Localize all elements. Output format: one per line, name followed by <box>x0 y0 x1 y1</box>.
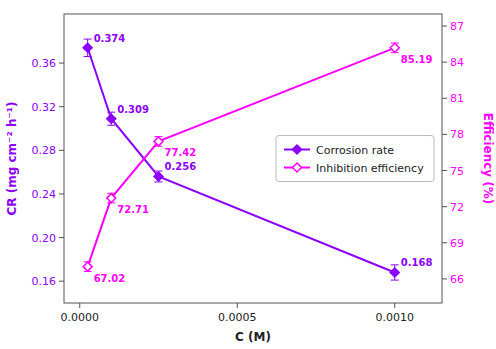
y-tick <box>59 193 64 194</box>
x-axis: 0.0000 0.0005 0.0010 C (M) <box>61 303 415 344</box>
y2-tick-label: 69 <box>450 237 464 250</box>
point <box>107 194 116 203</box>
y-tick <box>59 106 64 107</box>
y-axis: 0.16 0.20 0.24 0.28 0.32 0.36 CR (mg cm⁻² h⁻¹) <box>5 57 64 288</box>
y-tick <box>59 281 64 282</box>
y2-tick-label: 87 <box>450 20 464 33</box>
data-label: 72.71 <box>117 204 149 215</box>
x-tick-label: 0.0010 <box>376 311 415 324</box>
error-bar-cap <box>107 125 115 126</box>
legend-entry: Corrosion rate <box>316 144 394 157</box>
error-bar-cap <box>107 112 115 113</box>
y2-tick-label: 81 <box>450 92 464 105</box>
point <box>154 172 163 181</box>
x-tick <box>237 303 238 308</box>
x-tick <box>79 303 80 308</box>
error-bar-cap <box>84 39 92 40</box>
data-label: 77.42 <box>165 147 197 158</box>
error-bar <box>155 171 163 182</box>
data-label: 0.168 <box>401 257 433 268</box>
data-label: 0.256 <box>165 161 197 172</box>
background <box>0 0 496 349</box>
y2-tick-label: 78 <box>450 128 464 141</box>
point <box>107 114 116 123</box>
y2-tick-label: 72 <box>450 201 464 214</box>
error-bar <box>84 262 92 272</box>
legend-marker <box>293 163 302 172</box>
y-tick <box>59 237 64 238</box>
point <box>390 268 399 277</box>
y-tick-label: 0.24 <box>32 188 57 201</box>
y2-tick-label: 75 <box>450 165 464 178</box>
y2-axis-label: Efficiency (%) <box>481 113 495 205</box>
data-label: 0.374 <box>94 33 126 44</box>
error-bar-cap <box>391 280 399 281</box>
y-tick <box>59 150 64 151</box>
data-label: 67.02 <box>94 273 126 284</box>
data-label: 0.309 <box>117 104 149 115</box>
y2-tick <box>442 206 447 207</box>
y2-tick <box>442 134 447 135</box>
y2-tick <box>442 170 447 171</box>
x-tick <box>394 303 395 308</box>
y2-tick <box>442 278 447 279</box>
y-tick-label: 0.36 <box>32 57 57 70</box>
y2-tick <box>442 62 447 63</box>
legend: Corrosion rate Inhibition efficiency <box>276 136 434 182</box>
y2-tick <box>442 26 447 27</box>
legend-box <box>276 136 434 182</box>
point <box>154 137 163 146</box>
y2-tick-label: 66 <box>450 273 464 286</box>
point <box>390 43 399 52</box>
error-bar <box>84 39 92 56</box>
plot-frame <box>64 14 442 303</box>
error-bar <box>107 112 115 125</box>
x-axis-label: C (M) <box>235 330 271 344</box>
point <box>83 262 92 271</box>
y2-tick <box>442 98 447 99</box>
error-bar <box>391 43 399 53</box>
x-tick-label: 0.0005 <box>218 311 257 324</box>
error-bar-cap <box>391 264 399 265</box>
y2-tick-label: 84 <box>450 56 464 69</box>
y2-axis: 66 69 72 75 78 81 84 87 Efficiency (%) <box>442 20 495 286</box>
y-tick <box>59 63 64 64</box>
y-tick-label: 0.28 <box>32 144 57 157</box>
error-bar <box>391 265 399 280</box>
y-tick-label: 0.20 <box>32 232 57 245</box>
legend-marker <box>293 145 302 154</box>
y2-tick <box>442 242 447 243</box>
data-label: 85.19 <box>401 54 433 65</box>
legend-entry: Inhibition efficiency <box>316 162 424 175</box>
point <box>83 43 92 52</box>
chart: 0.00000.00050.0010C (M)0.160.200.240.280… <box>0 0 496 349</box>
error-bar <box>155 137 163 147</box>
y-tick-label: 0.32 <box>32 101 57 114</box>
error-bar <box>107 193 115 203</box>
y-tick-label: 0.16 <box>32 275 57 288</box>
x-tick-label: 0.0000 <box>61 311 100 324</box>
error-bar-cap <box>84 56 92 57</box>
y-axis-label: CR (mg cm⁻² h⁻¹) <box>5 102 19 216</box>
